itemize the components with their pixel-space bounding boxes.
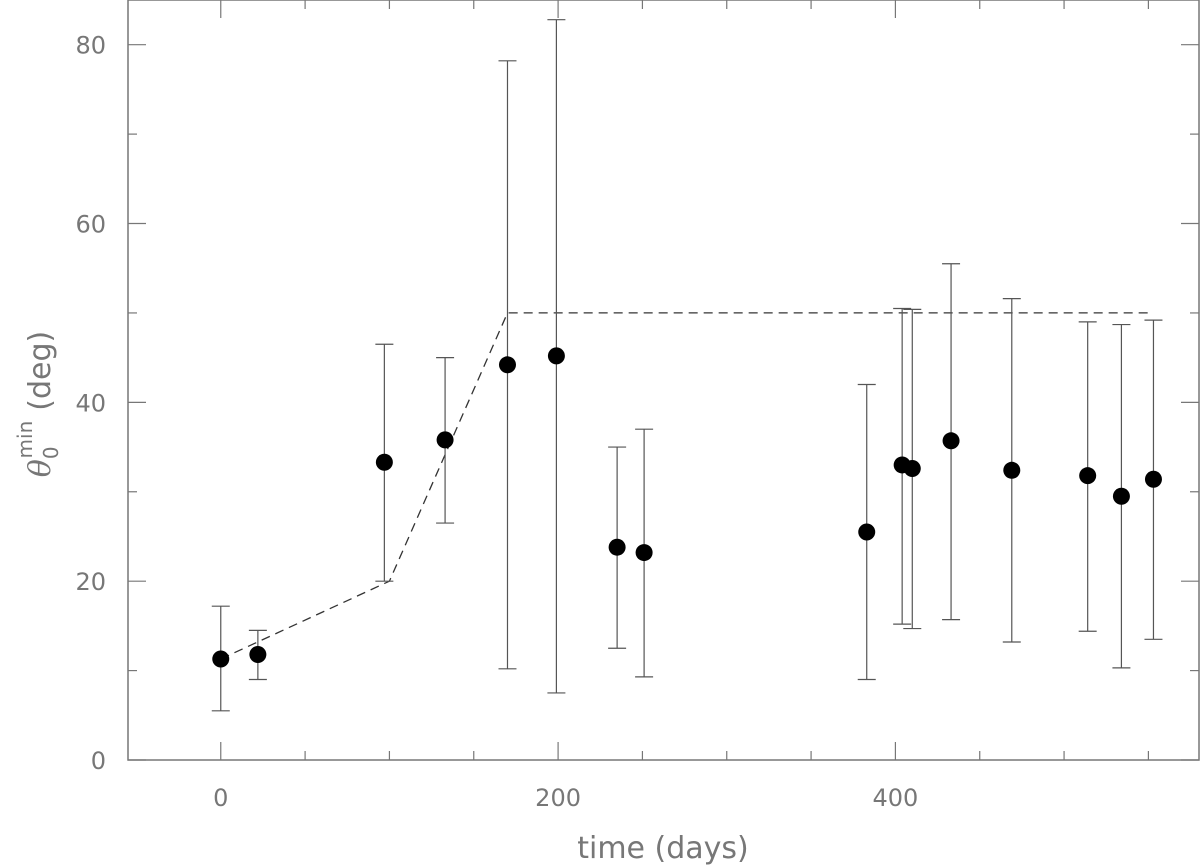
data-points-layer — [212, 347, 1162, 668]
y-tick-label: 60 — [75, 211, 106, 239]
data-point — [547, 347, 565, 365]
data-point — [635, 544, 653, 562]
y-axis-title: θ0min (deg) — [13, 331, 63, 477]
x-tick-label: 0 — [213, 784, 228, 812]
y-tick-label: 0 — [91, 747, 106, 775]
data-point — [498, 356, 516, 374]
data-point — [375, 453, 393, 471]
data-point — [858, 523, 876, 541]
data-point — [1144, 470, 1162, 488]
y-tick-label: 20 — [75, 568, 106, 596]
tick-labels: 0 200 400 0 20 40 60 80 — [75, 32, 918, 812]
plot-frame — [127, 0, 1200, 761]
model-dashed-line — [220, 312, 1154, 660]
data-point — [249, 645, 267, 663]
y-axis-symbol: θ — [23, 459, 58, 477]
data-point — [212, 650, 230, 668]
y-tick-label: 80 — [75, 32, 106, 60]
data-point — [942, 432, 960, 450]
data-point — [608, 538, 626, 556]
data-point — [1003, 461, 1021, 479]
x-tick-label: 400 — [873, 784, 919, 812]
data-point — [1112, 487, 1130, 505]
errorbars-layer — [211, 19, 1163, 712]
axis-ticks — [128, 0, 1199, 761]
y-axis-subscript: 0 — [39, 446, 63, 459]
model-line-layer — [220, 312, 1154, 660]
y-tick-label: 40 — [75, 389, 106, 417]
x-axis-title: time (days) — [577, 831, 749, 866]
data-point — [903, 460, 921, 478]
x-tick-label: 200 — [535, 784, 581, 812]
y-axis-superscript: min — [13, 421, 37, 459]
data-point — [436, 431, 454, 449]
y-axis-unit: (deg) — [23, 331, 58, 411]
data-point — [1079, 467, 1097, 485]
